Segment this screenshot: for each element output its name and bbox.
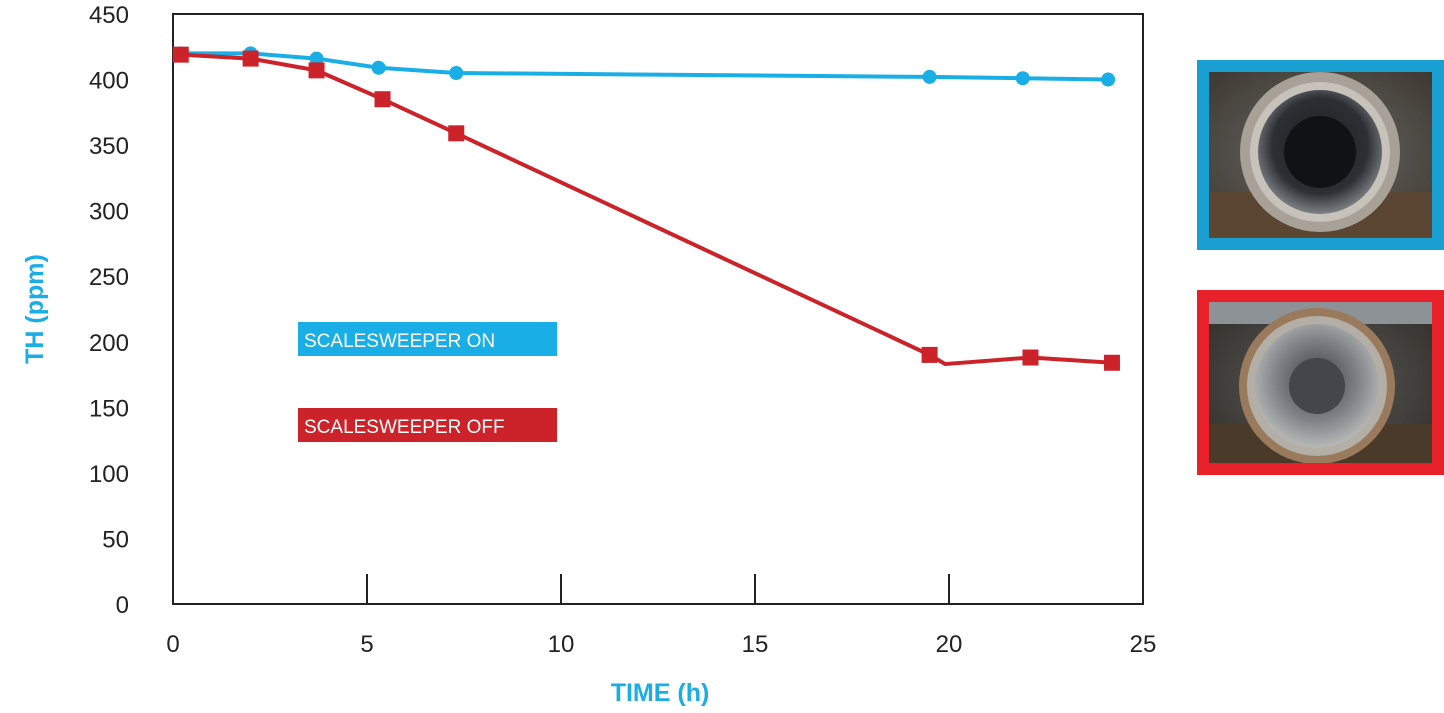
y-axis-title: TH (ppm) <box>21 254 49 364</box>
data-point-off <box>172 46 189 63</box>
data-point-on <box>449 66 464 80</box>
data-point-on <box>1101 72 1116 87</box>
x-axis-title: TIME (h) <box>611 679 710 707</box>
legend-swatch-on <box>298 322 557 356</box>
y-tick-label: 150 <box>89 395 129 422</box>
data-point-on <box>371 60 386 75</box>
x-tick-label: 5 <box>360 631 373 658</box>
y-tick-label: 450 <box>89 2 129 29</box>
scalesweeper-on-pipe-photo <box>1197 60 1444 250</box>
x-tick-label: 10 <box>548 631 575 658</box>
data-point-off <box>1103 354 1120 371</box>
x-tick-label: 25 <box>1130 631 1157 658</box>
data-point-off <box>308 62 325 79</box>
legend-swatch-off <box>298 408 557 442</box>
data-point-on <box>309 51 324 66</box>
pipe-interior-clean-image <box>1209 72 1432 238</box>
series-line-on <box>180 51 1109 82</box>
y-tick-label: 50 <box>102 526 129 553</box>
legend-label-on: SCALESWEEPER ON <box>304 331 495 352</box>
data-point-on <box>922 69 937 84</box>
data-point-off <box>374 91 391 108</box>
legend-label-off: SCALESWEEPER OFF <box>304 417 505 438</box>
y-tick-label: 250 <box>89 264 129 291</box>
plot-frame <box>172 13 1144 605</box>
pipe-interior-scaled-image <box>1209 302 1432 463</box>
y-tick-label: 350 <box>89 133 129 160</box>
scalesweeper-off-pipe-photo <box>1197 290 1444 475</box>
x-tick-label: 0 <box>166 631 179 658</box>
data-point-off <box>1022 349 1039 366</box>
y-tick-label: 200 <box>89 330 129 357</box>
series-line-off <box>180 52 1113 367</box>
y-tick-label: 0 <box>116 592 129 619</box>
x-tick-label: 15 <box>742 631 769 658</box>
data-point-on <box>1015 71 1030 86</box>
x-tick-label: 20 <box>936 631 963 658</box>
data-point-off <box>921 346 938 363</box>
data-point-off <box>448 125 465 142</box>
y-tick-label: 100 <box>89 461 129 488</box>
y-tick-label: 400 <box>89 68 129 95</box>
data-point-off <box>242 50 259 67</box>
y-tick-label: 300 <box>89 199 129 226</box>
